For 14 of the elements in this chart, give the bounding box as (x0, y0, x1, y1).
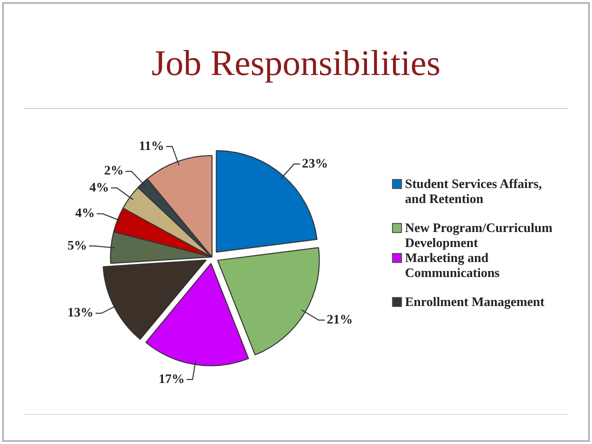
data-label: 11% (138, 138, 164, 153)
legend-label: Marketing and Communications (405, 250, 501, 280)
legend-label: New Program/Curriculum Development (405, 220, 554, 250)
legend-label: Student Services Affairs, and Retention (405, 176, 543, 206)
data-label: 21% (326, 311, 353, 326)
data-label: 4% (75, 205, 95, 220)
data-label: 23% (302, 155, 328, 170)
data-label: 2% (104, 162, 124, 178)
data-label: 17% (158, 370, 185, 386)
data-label: 5% (68, 237, 88, 252)
data-label: 13% (68, 304, 94, 320)
legend-label: Enrollment Management (405, 294, 544, 309)
chart-title: Job Responsibilities (150, 42, 442, 84)
data-label: 4% (89, 179, 109, 194)
